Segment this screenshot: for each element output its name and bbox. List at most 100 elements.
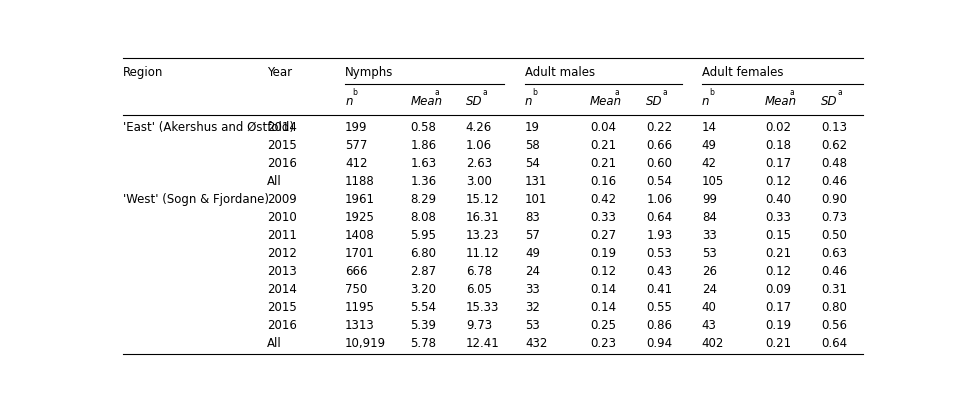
Text: 1.93: 1.93 bbox=[647, 229, 672, 242]
Text: 0.21: 0.21 bbox=[765, 337, 791, 350]
Text: Year: Year bbox=[267, 66, 292, 79]
Text: All: All bbox=[267, 175, 282, 188]
Text: 6.80: 6.80 bbox=[411, 247, 436, 260]
Text: 16.31: 16.31 bbox=[466, 211, 499, 224]
Text: 2014: 2014 bbox=[267, 121, 297, 134]
Text: a: a bbox=[482, 87, 487, 97]
Text: 0.25: 0.25 bbox=[590, 319, 616, 332]
Text: 1195: 1195 bbox=[345, 301, 375, 314]
Text: 0.04: 0.04 bbox=[590, 121, 616, 134]
Text: 26: 26 bbox=[702, 265, 717, 278]
Text: 0.33: 0.33 bbox=[765, 211, 791, 224]
Text: 49: 49 bbox=[525, 247, 540, 260]
Text: 15.12: 15.12 bbox=[466, 193, 499, 206]
Text: 1.36: 1.36 bbox=[411, 175, 436, 188]
Text: 105: 105 bbox=[702, 175, 724, 188]
Text: 2.63: 2.63 bbox=[466, 157, 492, 170]
Text: 0.48: 0.48 bbox=[821, 157, 847, 170]
Text: 0.66: 0.66 bbox=[647, 139, 672, 152]
Text: 49: 49 bbox=[702, 139, 717, 152]
Text: 24: 24 bbox=[702, 283, 717, 296]
Text: 0.56: 0.56 bbox=[821, 319, 847, 332]
Text: 57: 57 bbox=[525, 229, 540, 242]
Text: b: b bbox=[532, 87, 538, 97]
Text: 33: 33 bbox=[702, 229, 716, 242]
Text: 1961: 1961 bbox=[345, 193, 375, 206]
Text: SD: SD bbox=[821, 95, 838, 108]
Text: a: a bbox=[614, 87, 619, 97]
Text: 13.23: 13.23 bbox=[466, 229, 499, 242]
Text: 12.41: 12.41 bbox=[466, 337, 499, 350]
Text: 0.21: 0.21 bbox=[590, 139, 616, 152]
Text: a: a bbox=[838, 87, 842, 97]
Text: 1188: 1188 bbox=[345, 175, 375, 188]
Text: 3.20: 3.20 bbox=[411, 283, 436, 296]
Text: 2011: 2011 bbox=[267, 229, 297, 242]
Text: b: b bbox=[352, 87, 357, 97]
Text: 2012: 2012 bbox=[267, 247, 297, 260]
Text: 0.18: 0.18 bbox=[765, 139, 791, 152]
Text: 0.60: 0.60 bbox=[647, 157, 672, 170]
Text: 53: 53 bbox=[702, 247, 716, 260]
Text: 0.63: 0.63 bbox=[821, 247, 847, 260]
Text: 6.05: 6.05 bbox=[466, 283, 492, 296]
Text: 2010: 2010 bbox=[267, 211, 297, 224]
Text: 0.40: 0.40 bbox=[765, 193, 791, 206]
Text: 0.86: 0.86 bbox=[647, 319, 672, 332]
Text: 1.06: 1.06 bbox=[466, 139, 492, 152]
Text: 40: 40 bbox=[702, 301, 717, 314]
Text: 1701: 1701 bbox=[345, 247, 375, 260]
Text: 666: 666 bbox=[345, 265, 368, 278]
Text: 0.94: 0.94 bbox=[647, 337, 672, 350]
Text: 2009: 2009 bbox=[267, 193, 297, 206]
Text: 0.90: 0.90 bbox=[821, 193, 847, 206]
Text: 53: 53 bbox=[525, 319, 540, 332]
Text: 15.33: 15.33 bbox=[466, 301, 499, 314]
Text: 2014: 2014 bbox=[267, 283, 297, 296]
Text: n: n bbox=[702, 95, 710, 108]
Text: 0.64: 0.64 bbox=[647, 211, 672, 224]
Text: 99: 99 bbox=[702, 193, 717, 206]
Text: 54: 54 bbox=[525, 157, 540, 170]
Text: 432: 432 bbox=[525, 337, 547, 350]
Text: 2013: 2013 bbox=[267, 265, 297, 278]
Text: 0.15: 0.15 bbox=[765, 229, 791, 242]
Text: a: a bbox=[789, 87, 794, 97]
Text: 1.86: 1.86 bbox=[411, 139, 436, 152]
Text: 14: 14 bbox=[702, 121, 717, 134]
Text: n: n bbox=[345, 95, 352, 108]
Text: 577: 577 bbox=[345, 139, 368, 152]
Text: 0.12: 0.12 bbox=[590, 265, 616, 278]
Text: 1.63: 1.63 bbox=[411, 157, 436, 170]
Text: Adult females: Adult females bbox=[702, 66, 783, 79]
Text: 58: 58 bbox=[525, 139, 540, 152]
Text: 5.95: 5.95 bbox=[411, 229, 436, 242]
Text: 84: 84 bbox=[702, 211, 717, 224]
Text: 0.12: 0.12 bbox=[765, 265, 791, 278]
Text: 19: 19 bbox=[525, 121, 540, 134]
Text: 0.73: 0.73 bbox=[821, 211, 847, 224]
Text: 2016: 2016 bbox=[267, 157, 297, 170]
Text: 6.78: 6.78 bbox=[466, 265, 492, 278]
Text: 0.43: 0.43 bbox=[647, 265, 672, 278]
Text: 0.62: 0.62 bbox=[821, 139, 847, 152]
Text: 1313: 1313 bbox=[345, 319, 375, 332]
Text: n: n bbox=[525, 95, 533, 108]
Text: 83: 83 bbox=[525, 211, 540, 224]
Text: SD: SD bbox=[647, 95, 663, 108]
Text: 0.22: 0.22 bbox=[647, 121, 672, 134]
Text: Nymphs: Nymphs bbox=[345, 66, 393, 79]
Text: 5.39: 5.39 bbox=[411, 319, 436, 332]
Text: 0.21: 0.21 bbox=[590, 157, 616, 170]
Text: a: a bbox=[435, 87, 439, 97]
Text: 0.19: 0.19 bbox=[590, 247, 616, 260]
Text: Mean: Mean bbox=[411, 95, 442, 108]
Text: 0.09: 0.09 bbox=[765, 283, 791, 296]
Text: 402: 402 bbox=[702, 337, 724, 350]
Text: 0.54: 0.54 bbox=[647, 175, 672, 188]
Text: 0.41: 0.41 bbox=[647, 283, 672, 296]
Text: 9.73: 9.73 bbox=[466, 319, 492, 332]
Text: Mean: Mean bbox=[590, 95, 623, 108]
Text: Region: Region bbox=[123, 66, 163, 79]
Text: 0.21: 0.21 bbox=[765, 247, 791, 260]
